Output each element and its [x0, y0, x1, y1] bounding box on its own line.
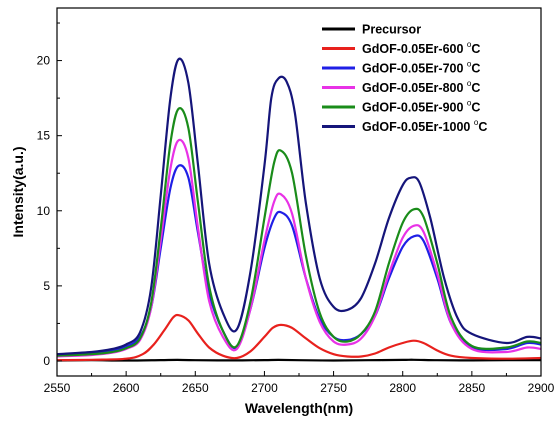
degree-mark: o	[467, 60, 472, 69]
y-tick-label: 10	[37, 204, 51, 218]
legend-text: GdOF-0.05Er-1000	[362, 120, 474, 134]
legend-label-4: GdOF-0.05Er-900 oC	[362, 99, 480, 115]
series-line-4	[57, 106, 541, 357]
unit-text: C	[471, 81, 480, 95]
unit-text: C	[478, 120, 487, 134]
series-line-1	[57, 313, 541, 362]
legend-label-3: GdOF-0.05Er-800 oC	[362, 79, 480, 95]
series-line-3	[57, 138, 541, 358]
y-tick-label: 15	[37, 129, 51, 143]
y-axis-title: Intensity(a.u.)	[10, 146, 26, 237]
legend-text: GdOF-0.05Er-700	[362, 62, 467, 76]
tick-layer: 2550 2600 2650 2700 2750 2800 2850 2900 0 5 10 15 20	[37, 22, 555, 395]
legend-label-0: Precursor	[362, 23, 421, 37]
series-line-5	[57, 57, 541, 356]
x-tick-label: 2900	[528, 381, 555, 395]
degree-mark: o	[467, 99, 472, 108]
y-tick-label: 5	[43, 279, 50, 293]
x-tick-label: 2700	[251, 381, 278, 395]
series-line-0	[57, 358, 541, 362]
legend-text: GdOF-0.05Er-600	[362, 42, 467, 56]
y-tick-label: 20	[37, 54, 51, 68]
x-tick-label: 2600	[113, 381, 140, 395]
legend-label-5: GdOF-0.05Er-1000 oC	[362, 118, 487, 134]
legend-label-2: GdOF-0.05Er-700 oC	[362, 60, 480, 76]
legend-text: GdOF-0.05Er-900	[362, 101, 467, 115]
degree-mark: o	[467, 79, 472, 88]
unit-text: C	[471, 42, 480, 56]
x-tick-label: 2850	[459, 381, 486, 395]
series-layer	[57, 57, 541, 362]
x-tick-label: 2800	[389, 381, 416, 395]
x-tick-label: 2550	[44, 381, 71, 395]
unit-text: C	[471, 62, 480, 76]
x-axis-title: Wavelength(nm)	[245, 400, 353, 416]
degree-mark: o	[474, 118, 479, 127]
x-tick-label: 2650	[182, 381, 209, 395]
legend-label-1: GdOF-0.05Er-600 oC	[362, 40, 480, 56]
series-line-2	[57, 164, 541, 357]
unit-text: C	[471, 101, 480, 115]
degree-mark: o	[467, 40, 472, 49]
y-tick-label: 0	[43, 354, 50, 368]
legend-text: GdOF-0.05Er-800	[362, 81, 467, 95]
x-tick-label: 2750	[320, 381, 347, 395]
